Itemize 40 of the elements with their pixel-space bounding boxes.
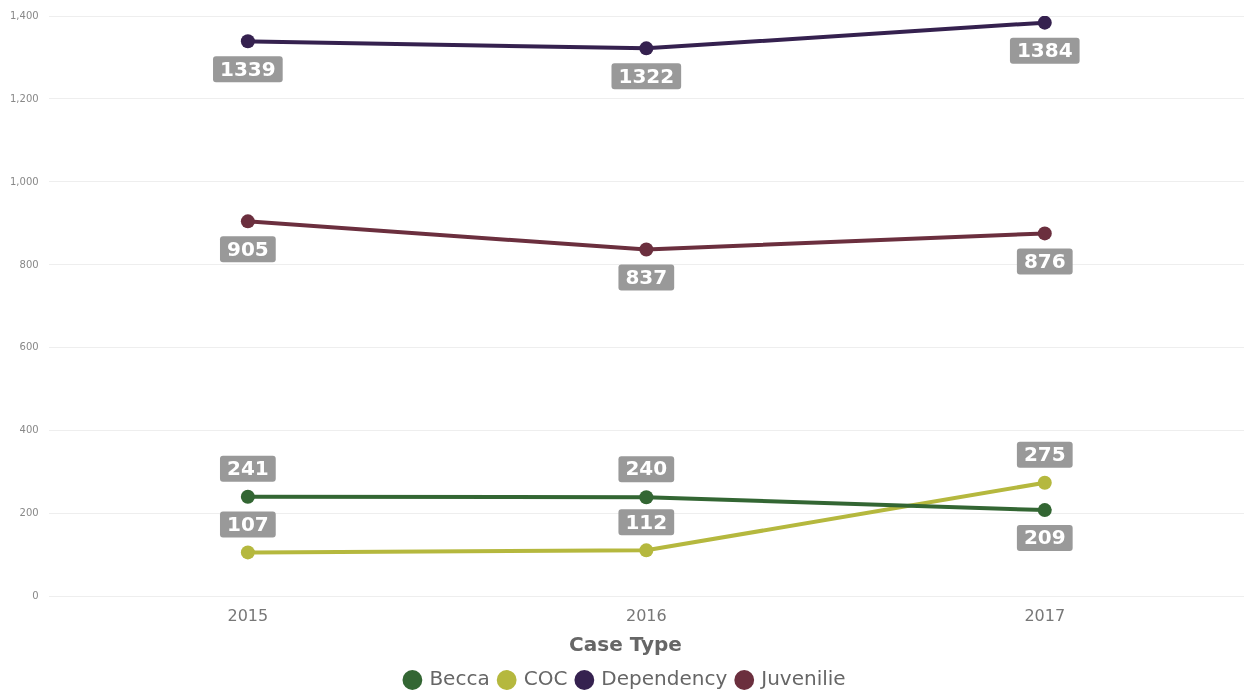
legend-label: Becca xyxy=(429,666,490,691)
x-tick-label: 2016 xyxy=(625,605,667,625)
data-label: 209 xyxy=(1023,525,1066,550)
point xyxy=(1037,226,1052,241)
point xyxy=(639,41,654,56)
y-tick-label: 1,000 xyxy=(9,175,39,187)
y-tick-label: 200 xyxy=(19,507,39,519)
point xyxy=(1037,503,1052,518)
legend-title: Case Type xyxy=(569,632,682,657)
data-label: 837 xyxy=(625,264,668,289)
point xyxy=(240,545,255,560)
x-tick-label: 2015 xyxy=(227,605,269,625)
data-label: 241 xyxy=(226,456,269,481)
point xyxy=(240,489,255,504)
data-label: 1322 xyxy=(618,63,675,88)
x-tick-label: 2017 xyxy=(1024,605,1066,625)
y-tick-label: 600 xyxy=(19,341,39,353)
legend-label: COC xyxy=(523,666,568,691)
data-label: 1339 xyxy=(220,56,276,81)
legend-label: Dependency xyxy=(601,666,728,691)
y-tick-label: 1,200 xyxy=(9,92,39,104)
point xyxy=(639,242,654,257)
data-label: 107 xyxy=(226,511,269,536)
y-tick-label: 0 xyxy=(32,590,39,602)
point xyxy=(1037,16,1052,30)
legend-label: Juvenilie xyxy=(759,666,846,691)
y-tick-label: 800 xyxy=(19,258,39,270)
point xyxy=(639,543,654,558)
point xyxy=(240,214,255,229)
y-tick-label: 400 xyxy=(19,424,39,436)
data-label: 112 xyxy=(625,509,668,534)
data-label: 275 xyxy=(1023,441,1066,466)
data-label: 876 xyxy=(1023,248,1066,273)
data-label: 905 xyxy=(226,236,269,261)
point xyxy=(1037,475,1052,490)
y-tick-label: 1,400 xyxy=(9,9,39,21)
data-label: 1384 xyxy=(1016,37,1073,62)
point xyxy=(639,490,654,505)
data-label: 240 xyxy=(625,456,668,481)
point xyxy=(240,34,255,49)
